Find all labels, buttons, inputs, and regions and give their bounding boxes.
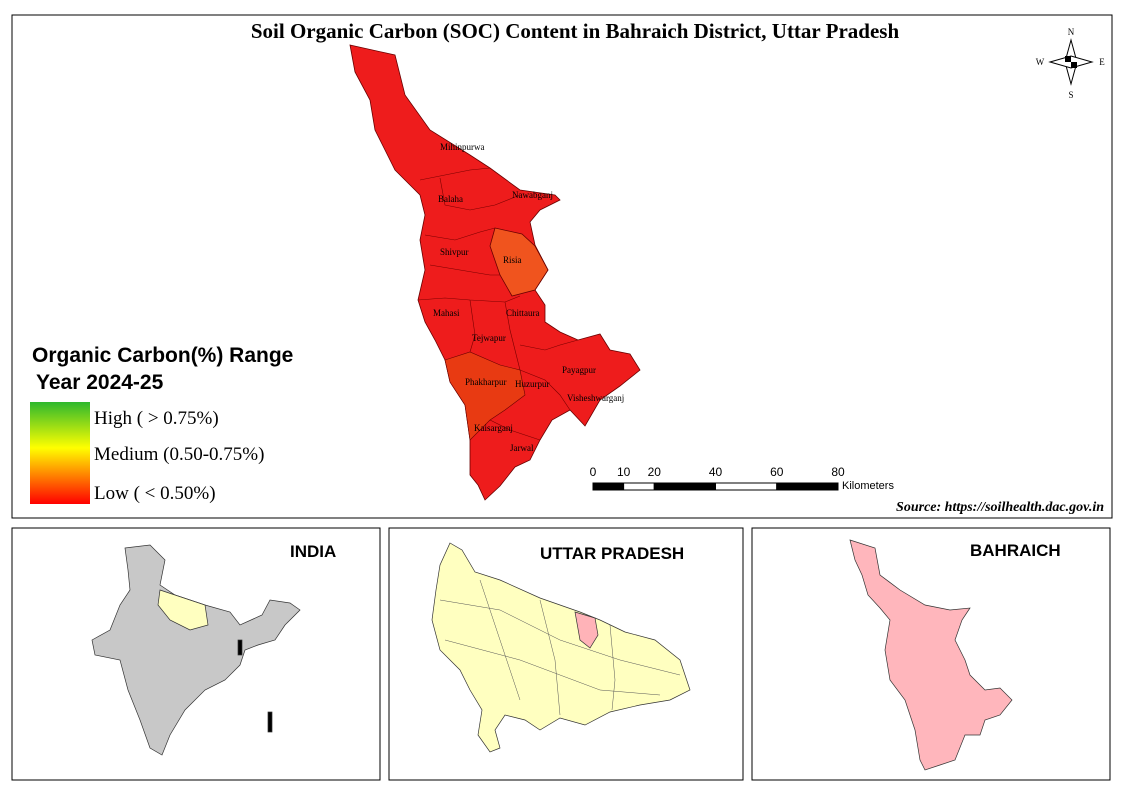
up-inset (431, 542, 691, 753)
scale-tick-label: 80 (831, 465, 845, 479)
compass-e: E (1099, 57, 1105, 67)
legend-subtitle: Year 2024-25 (36, 371, 164, 394)
block-label: Nawabganj (512, 190, 553, 200)
north-arrow: N S E W (1036, 27, 1106, 100)
legend: Organic Carbon(%) Range Year 2024-25 Hig… (30, 344, 293, 504)
inset-frame (751, 527, 1111, 781)
block-label: Balaha (438, 194, 463, 204)
scale-tick-label: 0 (590, 465, 597, 479)
legend-item: Medium (0.50-0.75%) (94, 444, 264, 465)
legend-item: High ( > 0.75%) (94, 408, 219, 429)
scale-tick-label: 20 (648, 465, 662, 479)
legend-item: Low ( < 0.50%) (94, 483, 216, 504)
map-title: Soil Organic Carbon (SOC) Content in Bah… (251, 19, 900, 43)
block-label: Chittaura (506, 308, 540, 318)
scale-segment (776, 482, 839, 491)
scale-tick-label: 60 (770, 465, 784, 479)
block-label: Payagpur (562, 365, 596, 375)
block-label: Tejwapur (472, 333, 506, 343)
legend-title: Organic Carbon(%) Range (32, 344, 293, 367)
scale-segment (653, 482, 716, 491)
scale-segment (623, 482, 655, 491)
inset-frame (11, 527, 381, 781)
scale-unit: Kilometers (842, 480, 894, 492)
district-map: Mihinpurwa Nawabganj Balaha Shivpur Risi… (349, 44, 641, 501)
inset-label: INDIA (290, 542, 336, 561)
block-label: Huzurpur (515, 379, 550, 389)
compass-s: S (1068, 90, 1073, 100)
scale-bar: Kilometers 0 10 20 40 60 80 (590, 465, 895, 492)
scale-segment (592, 482, 625, 491)
compass-w: W (1036, 57, 1045, 67)
block-label: Kaisarganj (474, 423, 513, 433)
main-frame (11, 14, 1113, 519)
block-label: Mahasi (433, 308, 460, 318)
block-label: Visheshwarganj (567, 393, 624, 403)
block-label: Jarwal (510, 443, 534, 453)
inset-frame (388, 527, 744, 781)
bahraich-inset (849, 539, 1013, 771)
block-label: Mihinpurwa (440, 142, 485, 152)
compass-n: N (1068, 27, 1075, 37)
india-inset (91, 544, 301, 756)
inset-label: BAHRAICH (970, 541, 1061, 560)
source-note: Source: https://soilhealth.dac.gov.in (896, 500, 1104, 515)
scale-segment (715, 482, 778, 491)
block-label: Shivpur (440, 247, 469, 257)
inset-label: UTTAR PRADESH (540, 544, 684, 563)
scale-tick-label: 40 (709, 465, 723, 479)
block-label: Phakharpur (465, 377, 507, 387)
scale-tick-label: 10 (617, 465, 631, 479)
legend-ramp (30, 402, 90, 504)
block-label: Risia (503, 255, 522, 265)
